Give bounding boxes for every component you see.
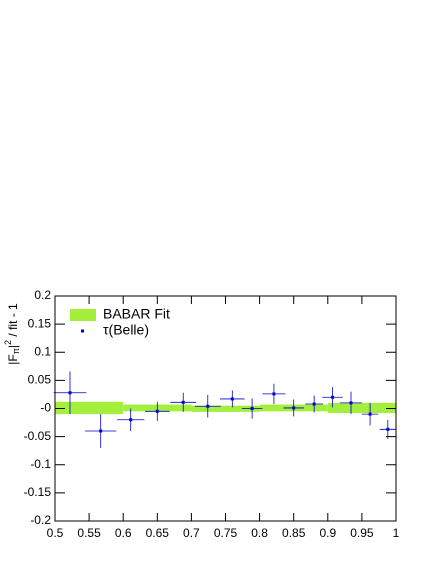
- x-tick-label: 0.7: [183, 526, 200, 540]
- x-tick-label: 1: [393, 526, 400, 540]
- point: [129, 418, 133, 422]
- y-tick-label: 0.05: [28, 373, 52, 387]
- y-tick-label: -0: [40, 401, 51, 415]
- point: [230, 397, 234, 401]
- fit-band: [327, 402, 396, 413]
- x-tick-label: 0.95: [350, 526, 374, 540]
- x-tick-label: 0.8: [251, 526, 268, 540]
- point: [155, 409, 159, 413]
- y-tick-label: -0.15: [24, 485, 52, 499]
- point: [368, 412, 372, 416]
- legend-swatch: [70, 309, 96, 321]
- point: [181, 400, 185, 404]
- point: [386, 427, 390, 431]
- point: [292, 406, 296, 410]
- point: [312, 402, 316, 406]
- x-tick-label: 0.55: [77, 526, 101, 540]
- fit-band: [191, 405, 260, 412]
- point: [349, 401, 353, 405]
- legend-label: BABAR Fit: [103, 306, 170, 322]
- legend-label: τ(Belle): [103, 322, 149, 338]
- fit-band: [55, 401, 124, 415]
- y-axis-label: |Fπ|2 / fit - 1: [3, 303, 21, 365]
- y-tick-label: 0.15: [28, 316, 52, 330]
- y-tick-label: -0.1: [30, 457, 51, 471]
- point: [331, 395, 335, 399]
- x-tick-label: 0.85: [282, 526, 306, 540]
- y-tick-label: -0.05: [24, 429, 52, 443]
- x-tick-label: 0.75: [214, 526, 238, 540]
- y-tick-label: 0.1: [34, 344, 51, 358]
- x-tick-label: 0.5: [47, 526, 64, 540]
- point: [250, 407, 254, 410]
- x-tick-label: 0.65: [146, 526, 170, 540]
- legend-swatch: [81, 329, 84, 333]
- y-tick-label: 0.2: [34, 288, 51, 302]
- y-tick-label: -0.2: [30, 513, 51, 527]
- x-tick-label: 0.6: [115, 526, 132, 540]
- x-tick-label: 0.9: [319, 526, 336, 540]
- point: [206, 404, 210, 408]
- point: [99, 429, 103, 433]
- point: [68, 391, 72, 395]
- point: [272, 392, 276, 396]
